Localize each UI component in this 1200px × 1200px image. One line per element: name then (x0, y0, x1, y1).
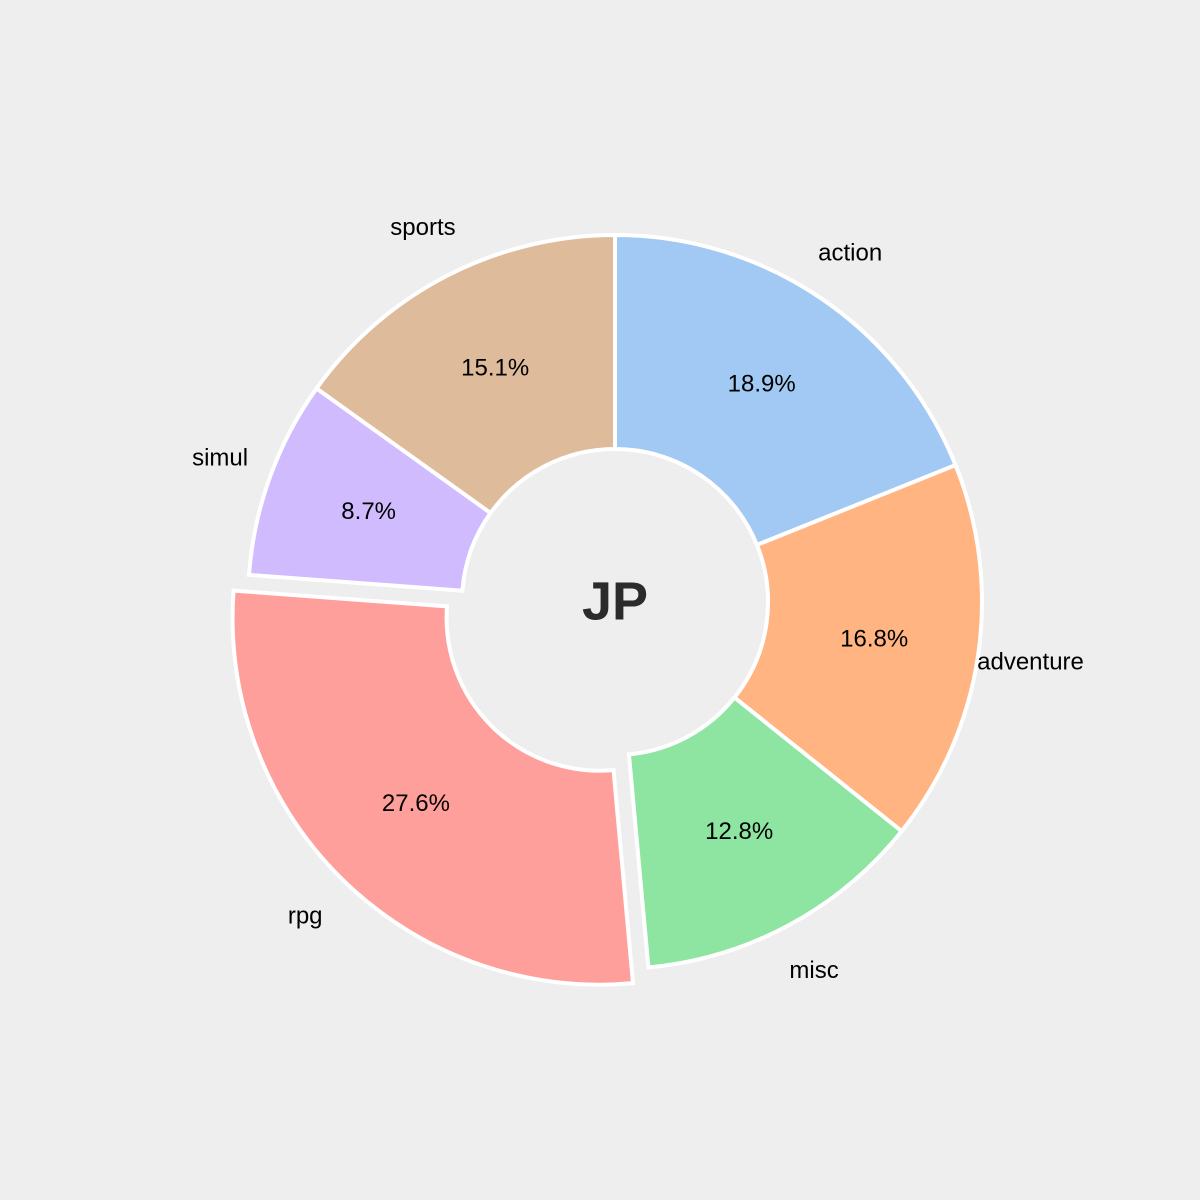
category-label-simul: simul (192, 444, 248, 471)
pct-label-adventure: 16.8% (840, 626, 908, 653)
pct-label-misc: 12.8% (705, 818, 773, 845)
center-label: JP (582, 571, 648, 631)
category-label-misc: misc (789, 957, 838, 984)
slice-misc (626, 694, 905, 970)
slice-rpg (230, 588, 636, 987)
category-label-sports: sports (390, 214, 455, 241)
slice-adventure (731, 462, 984, 835)
category-label-action: action (818, 239, 882, 266)
slice-sports (313, 232, 617, 516)
pct-label-action: 18.9% (728, 370, 796, 397)
pct-label-rpg: 27.6% (382, 790, 450, 817)
pct-label-sports: 15.1% (461, 354, 529, 381)
pct-label-simul: 8.7% (341, 498, 396, 525)
category-label-adventure: adventure (977, 649, 1084, 676)
slice-action (613, 232, 959, 548)
category-label-rpg: rpg (288, 903, 323, 930)
